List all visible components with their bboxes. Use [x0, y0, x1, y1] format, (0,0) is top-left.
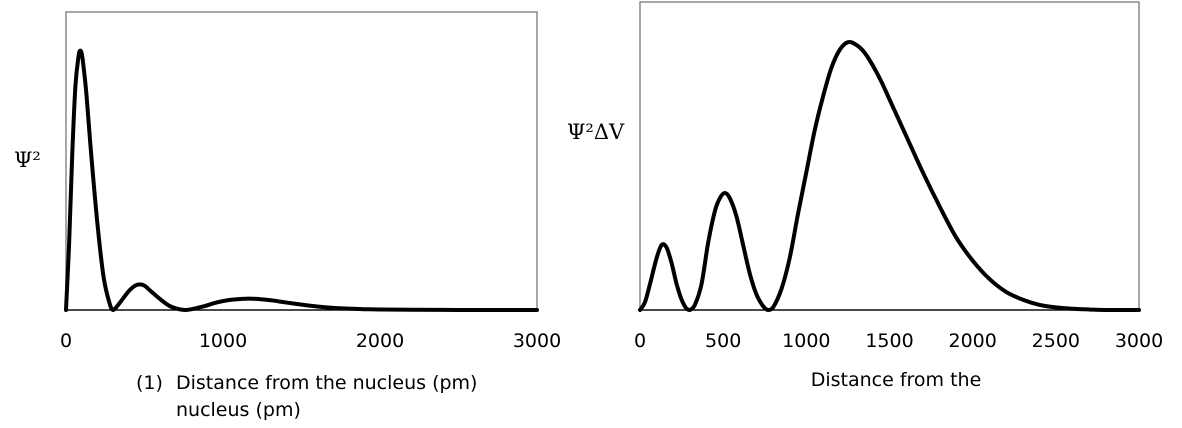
chart-1-series-line	[64, 48, 539, 312]
chart-1-x-axis-label-prefix: (1)	[136, 372, 163, 394]
chart-2-x-axis-label: Distance from the	[811, 369, 982, 391]
chart-1-x-axis-label-line-1: Distance from the nucleus (pm)	[176, 372, 477, 394]
chart-1-x-tick-label: 3000	[513, 330, 561, 352]
chart-2-x-tick-labels: 0 500 1000 1500 2000 2500 3000	[634, 330, 1163, 352]
chart-2-x-tick-label: 1000	[782, 330, 830, 352]
chart-2: Ψ²ΔV 0 500 1000 1500 2000 2500 3000 Distance f…	[567, 1, 1163, 391]
chart-2-x-tick-label: 0	[634, 330, 646, 352]
chart-2-plot-frame	[639, 1, 1140, 311]
chart-1-x-tick-label: 0	[60, 330, 72, 352]
chart-1-x-tick-labels: 0 1000 2000 3000	[60, 330, 561, 352]
chart-1: Ψ² 0 1000 2000 3000 (1) Distance from the n…	[14, 11, 561, 421]
chart-2-y-axis-label: Ψ²ΔV	[567, 120, 625, 144]
chart-1-x-axis-label-line-2: nucleus (pm)	[176, 399, 301, 421]
chart-2-x-tick-label: 500	[705, 330, 741, 352]
chart-1-y-axis-label: Ψ²	[14, 148, 41, 172]
chart-2-x-tick-label: 3000	[1115, 330, 1163, 352]
chart-1-x-tick-label: 1000	[199, 330, 247, 352]
chart-2-x-tick-label: 1500	[865, 330, 913, 352]
chart-2-x-tick-label: 2000	[948, 330, 996, 352]
chart-1-plot-frame	[65, 11, 538, 311]
chart-1-x-tick-label: 2000	[356, 330, 404, 352]
chart-2-x-tick-label: 2500	[1032, 330, 1080, 352]
chart-2-series-line	[638, 39, 1141, 312]
